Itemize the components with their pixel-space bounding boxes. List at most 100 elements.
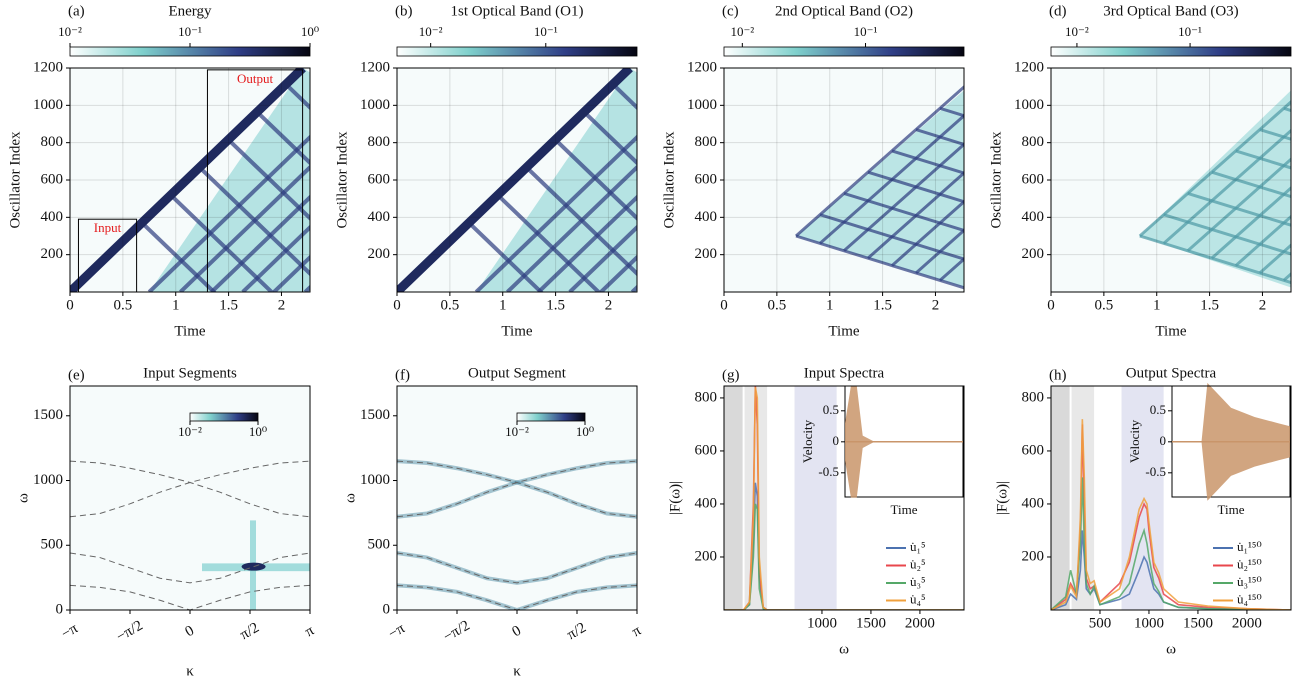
x-tick-label: 2 (605, 297, 613, 313)
shaded-band (1051, 386, 1070, 610)
legend-label: u̇₄⁵ (910, 591, 926, 606)
colorbar (516, 412, 586, 422)
heatmap-pattern (198, 165, 310, 277)
x-tick-label: 1 (499, 297, 507, 313)
y-tick-label: 600 (1022, 171, 1045, 187)
inset-x-label: Time (1218, 502, 1245, 517)
y-axis-label: |F(ω)| (667, 481, 683, 515)
panel-label: (a) (68, 3, 85, 19)
legend-label: u̇₂⁵ (910, 556, 926, 571)
x-axis-label: ω (839, 641, 849, 657)
heatmap-pattern (568, 224, 637, 292)
heatmap-pattern (554, 138, 637, 221)
colorbar-tick-label: 10⁰ (249, 424, 267, 439)
heatmap-pattern (1235, 149, 1291, 170)
y-tick-label: 200 (1022, 548, 1045, 564)
inset-y-label: Velocity (800, 419, 815, 463)
x-tick-label: 1 (172, 297, 180, 313)
y-axis-label: ω (15, 493, 31, 503)
inset-tick-label: 0.5 (1150, 402, 1166, 417)
series-line (1051, 419, 1291, 610)
y-tick-label: 1500 (360, 407, 390, 423)
dispersion-curve (397, 584, 637, 610)
heatmap-pattern (891, 149, 964, 175)
y-tick-label: 400 (695, 209, 718, 225)
y-tick-label: 600 (1022, 442, 1045, 458)
heatmap-pattern (210, 194, 310, 292)
plot-area (724, 386, 964, 610)
y-tick-label: 800 (695, 134, 718, 150)
colorbar-tick-label: 10⁻² (505, 424, 529, 439)
region-label: Input (94, 220, 122, 235)
x-axis-label: Time (501, 323, 532, 339)
heatmap-pattern (147, 134, 310, 292)
plot-area (1051, 68, 1291, 292)
x-tick-label: 0 (393, 297, 401, 313)
heatmap-pattern (496, 193, 602, 292)
legend-label: u̇₁¹⁵⁰ (1237, 539, 1262, 554)
y-tick-label: 0 (383, 601, 391, 617)
panel: (d) 3rd Optical Band (O3) 10⁻² 10⁻¹ 0 0.5 1 1.5… (988, 3, 1292, 339)
panel: (b) 1st Optical Band (O1) 10⁻² 10⁻¹ 0 0.5 1 1.5… (334, 3, 638, 339)
y-tick-label: 400 (695, 495, 718, 511)
panel-title: Output Spectra (1126, 365, 1217, 381)
x-tick-label: 1500 (1183, 615, 1213, 631)
x-tick-label: 0.5 (440, 297, 459, 313)
x-tick-label: 1.5 (1200, 297, 1219, 313)
x-axis-label: κ (513, 663, 521, 679)
axes-frame (1050, 385, 1292, 611)
legend-label: u̇₄¹⁵⁰ (1237, 591, 1262, 606)
panel-title: Input Segments (143, 365, 237, 381)
x-tick-label: 2000 (905, 615, 935, 631)
dispersion-curve (70, 584, 310, 610)
inset-x-label: Time (891, 502, 918, 517)
heatmap-pattern (241, 224, 310, 292)
panel-title: Energy (168, 3, 212, 19)
x-tick-label: 1 (1153, 297, 1161, 313)
shaded-band (724, 386, 743, 610)
heatmap-pattern (1210, 185, 1291, 260)
heatmap-pattern (506, 164, 637, 292)
y-tick-label: 800 (41, 134, 64, 150)
colorbar-tick-label: 10⁻² (730, 24, 754, 39)
heatmap-pattern (915, 128, 964, 146)
dispersion-curve (397, 460, 637, 518)
heatmap-pattern (915, 228, 964, 275)
heatmap-pattern (867, 171, 964, 260)
y-tick-label: 800 (1022, 389, 1045, 405)
colorbar (723, 46, 965, 57)
y-tick-label: 1200 (687, 59, 717, 75)
y-tick-label: 1200 (1014, 59, 1044, 75)
y-tick-label: 600 (695, 442, 718, 458)
dispersion-curve (70, 552, 310, 584)
y-tick-label: 1000 (360, 472, 390, 488)
colorbar-tick-label: 10⁰ (576, 424, 594, 439)
heatmap-pattern (179, 164, 310, 292)
y-tick-label: 1000 (360, 97, 390, 113)
y-tick-label: 400 (41, 209, 64, 225)
x-tick-label: 1000 (1134, 615, 1164, 631)
x-tick-label: 0 (66, 297, 74, 313)
x-axis-label: Time (828, 323, 859, 339)
panel: (a) Energy Input Output 10⁻² 10⁻¹ 10⁰ 0 0.5 1 1.5 2… (7, 3, 319, 339)
x-tick-label: −π (59, 620, 81, 642)
heatmap-pattern (891, 199, 964, 267)
y-tick-label: 1200 (360, 59, 390, 75)
x-tick-label: 2 (278, 297, 286, 313)
y-tick-label: 200 (1022, 246, 1045, 262)
y-tick-label: 500 (41, 537, 64, 553)
series-line (724, 503, 964, 610)
y-tick-label: 800 (368, 134, 391, 150)
heatmap-pattern (525, 165, 637, 277)
y-axis-label: Oscillator Index (334, 131, 350, 229)
x-tick-label: π (629, 622, 644, 640)
colorbar-tick-label: 10⁻² (419, 24, 443, 39)
y-tick-label: 600 (41, 171, 64, 187)
inset-tick-label: 0 (1160, 433, 1167, 448)
plot-area (724, 68, 964, 292)
y-axis-label: Oscillator Index (988, 131, 1004, 229)
shaded-band (744, 386, 768, 610)
panel: (g) Input Spectra u̇₁⁵ u̇₂⁵ u̇₃⁵ u̇₄⁵ -0.5 0 0.5… (667, 365, 965, 657)
x-axis-label: Time (174, 323, 205, 339)
